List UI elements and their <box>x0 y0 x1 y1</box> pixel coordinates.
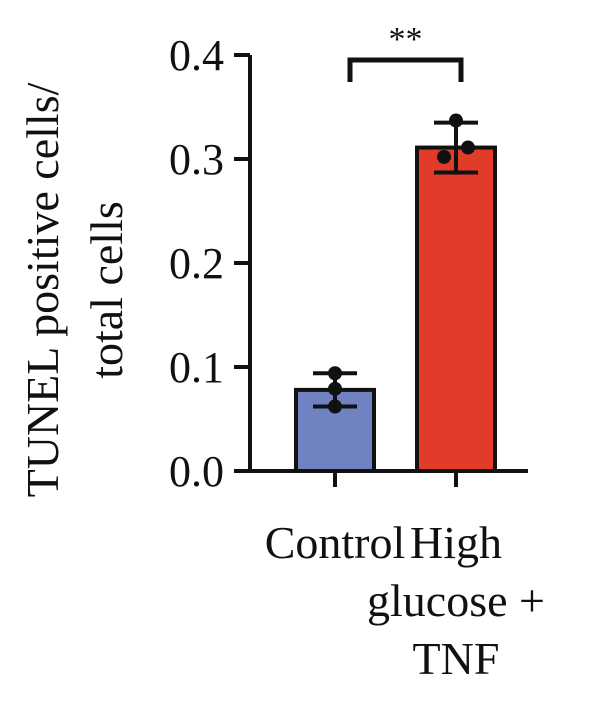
data-point <box>328 366 342 381</box>
y-axis-label-line-1: TUNEL positive cells/ <box>17 82 68 497</box>
x-category-label: TNF <box>413 633 500 684</box>
significance-marker: ** <box>389 21 423 58</box>
x-category-label: glucose + <box>367 575 545 626</box>
bar <box>415 145 497 473</box>
data-point <box>461 140 475 155</box>
data-point <box>437 149 451 164</box>
data-point <box>328 381 342 396</box>
y-tick-label: 0.1 <box>169 343 224 392</box>
y-axis-label-line-2: total cells <box>81 201 132 379</box>
x-category-label: High <box>410 517 502 568</box>
y-tick-label: 0.0 <box>169 447 224 496</box>
plot-area: 0.0 0.1 0.2 0.3 0.4 Control High glucose + TNF ** <box>169 21 545 684</box>
significance-bracket <box>347 57 464 82</box>
y-tick-label: 0.3 <box>169 135 224 184</box>
y-tick-label: 0.4 <box>169 31 224 80</box>
data-point <box>449 113 463 128</box>
y-axis-label: TUNEL positive cells/ total cells <box>17 82 132 497</box>
y-tick-label: 0.2 <box>169 239 224 288</box>
x-category-label: Control <box>265 517 406 568</box>
data-point <box>328 399 342 414</box>
